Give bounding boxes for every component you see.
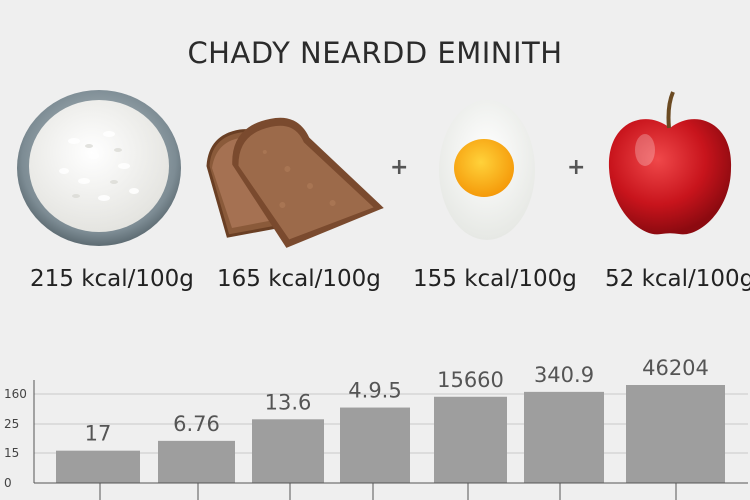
- bar-value-label: 6.76: [173, 412, 220, 436]
- bar-value-label: 13.6: [265, 390, 312, 414]
- bar-value-label: 46204: [642, 356, 709, 380]
- y-tick-label: 15: [4, 446, 19, 460]
- bar: [158, 440, 235, 483]
- bar: [524, 391, 604, 483]
- bar-value-label: 15660: [437, 368, 504, 392]
- y-tick-label: 0: [4, 476, 12, 490]
- food-kcal-label: 52 kcal/100g: [605, 266, 750, 292]
- food-kcal-label: 155 kcal/100g: [413, 266, 577, 292]
- y-tick-label: 160: [4, 387, 27, 401]
- bar-value-label: 4.9.5: [348, 379, 401, 403]
- bar-value-label: 17: [85, 422, 112, 446]
- bar: [434, 396, 507, 483]
- bread-slices-image: [206, 117, 384, 248]
- bar-value-label: 340.9: [534, 363, 594, 387]
- plus-icon: +: [390, 155, 409, 180]
- plus-icon: +: [567, 155, 586, 180]
- bar: [56, 450, 140, 483]
- food-kcal-label: 165 kcal/100g: [217, 266, 381, 292]
- bar: [340, 407, 410, 483]
- food-kcal-label: 215 kcal/100g: [30, 266, 194, 292]
- rice-bowl-image: [17, 90, 181, 246]
- bar: [626, 385, 725, 483]
- page-title: CHADY NEARDD EMINITH: [187, 36, 563, 70]
- bar: [252, 419, 324, 483]
- y-tick-label: 25: [4, 417, 19, 431]
- bar-chart: 160 25 15 0 17 6.76 13.6 4.9.5 15660 340.9 46204: [4, 356, 748, 500]
- red-apple-image: [608, 91, 732, 235]
- boiled-egg-image: [439, 100, 535, 240]
